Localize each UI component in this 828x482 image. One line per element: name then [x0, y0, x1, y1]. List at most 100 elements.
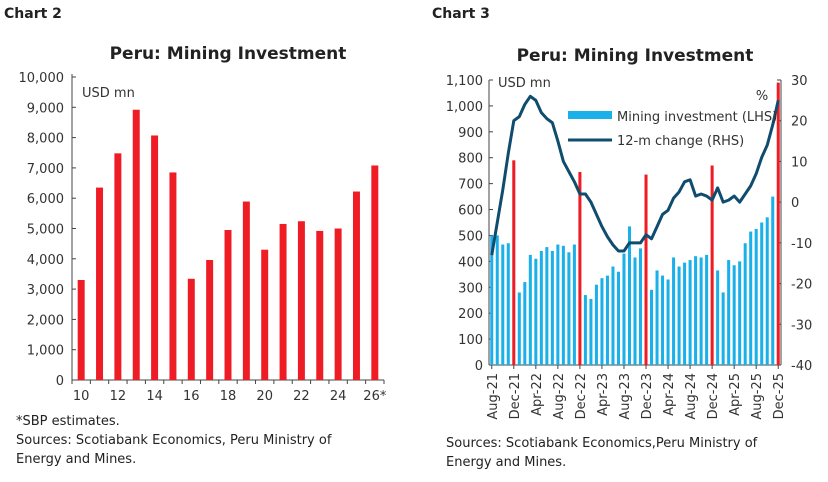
right-unit-label: % — [756, 89, 768, 104]
y2-tick-label: -30 — [791, 318, 812, 333]
bar — [517, 292, 521, 365]
bar — [760, 222, 764, 365]
bar — [556, 244, 560, 365]
bar — [561, 245, 565, 365]
y-tick-label: 400 — [458, 255, 483, 270]
y-tick-label: 800 — [458, 152, 483, 167]
y-tick-label: 300 — [458, 281, 483, 296]
chart2-note: *SBP estimates. Sources: Scotiabank Econ… — [16, 412, 331, 469]
note-line: Energy and Mines. — [16, 452, 137, 467]
y-tick-label: 100 — [458, 333, 483, 348]
bar — [694, 256, 698, 365]
unit-label: USD mn — [498, 76, 551, 91]
bar — [545, 247, 549, 365]
y-tick-label: 0 — [475, 359, 483, 374]
x-tick-label: 26* — [363, 389, 387, 404]
bar — [589, 298, 593, 365]
y-tick-label: 6,000 — [27, 192, 64, 207]
bar — [352, 191, 360, 380]
bar — [224, 230, 232, 380]
chart3-note: Sources: Scotiabank Economics,Peru Minis… — [446, 434, 757, 472]
y-tick-label: 1,000 — [27, 344, 64, 359]
bar-december — [644, 174, 648, 365]
bar — [677, 266, 681, 365]
legend-swatch-bars — [568, 111, 612, 119]
bar — [600, 278, 604, 365]
bar — [169, 172, 177, 380]
x-tick-label: Aug-22 — [552, 373, 567, 420]
x-tick-label: 12 — [110, 389, 127, 404]
x-tick-label: Dec-24 — [706, 373, 721, 419]
bar — [683, 262, 687, 365]
bar — [743, 243, 747, 365]
chart2-label: Chart 2 — [4, 6, 62, 22]
bar — [732, 265, 736, 365]
y2-tick-label: -10 — [791, 237, 812, 252]
y2-tick-label: 10 — [791, 155, 808, 170]
bar — [661, 275, 665, 365]
bar — [650, 289, 654, 365]
bar — [688, 260, 692, 365]
bar — [316, 230, 324, 380]
bar — [605, 275, 609, 365]
bar — [754, 228, 758, 365]
bar — [716, 270, 720, 365]
bar — [261, 249, 269, 380]
bar — [534, 258, 538, 365]
bar — [638, 248, 643, 365]
x-tick-label: 16 — [183, 389, 200, 404]
y2-tick-label: -40 — [791, 359, 812, 374]
bar — [495, 235, 499, 365]
y-tick-label: 4,000 — [27, 253, 64, 268]
bar — [539, 251, 543, 365]
y-tick-label: 9,000 — [27, 101, 64, 116]
unit-label: USD mn — [82, 86, 135, 101]
x-tick-label: 14 — [146, 389, 163, 404]
bar — [666, 279, 670, 365]
bar — [727, 260, 731, 365]
y2-tick-label: -20 — [791, 278, 812, 293]
bar — [242, 201, 250, 380]
bar — [206, 260, 214, 380]
y2-tick-label: 0 — [791, 196, 799, 211]
x-tick-label: Dec-21 — [508, 373, 523, 419]
bar — [705, 254, 709, 365]
bar — [279, 223, 287, 380]
bar — [114, 153, 122, 380]
bar — [506, 243, 510, 365]
chart3-label: Chart 3 — [432, 6, 490, 22]
bar — [771, 196, 775, 365]
x-tick-label: Apr-23 — [596, 373, 611, 416]
bar — [490, 235, 494, 365]
y2-tick-label: 20 — [791, 115, 808, 130]
bar — [187, 278, 195, 380]
bar — [371, 165, 379, 380]
y-tick-label: 500 — [458, 229, 483, 244]
bar — [611, 266, 615, 365]
bar — [151, 135, 159, 380]
x-tick-label: 10 — [73, 389, 90, 404]
bar — [655, 270, 659, 365]
bar — [594, 284, 598, 365]
y-tick-label: 0 — [56, 374, 64, 389]
bar — [738, 261, 742, 365]
chart2-title: Peru: Mining Investment — [109, 44, 347, 64]
note-line: Energy and Mines. — [446, 455, 567, 470]
y-tick-label: 900 — [458, 126, 483, 141]
x-tick-label: Dec-25 — [772, 373, 787, 419]
bar — [622, 253, 626, 365]
x-tick-label: Aug-24 — [684, 373, 699, 420]
y-tick-label: 2,000 — [27, 313, 64, 328]
bar — [672, 257, 676, 365]
bar — [77, 280, 85, 380]
bar — [583, 295, 587, 365]
legend-label-bars: Mining investment (LHS) — [617, 110, 777, 125]
x-tick-label: 18 — [220, 389, 237, 404]
bar — [501, 244, 505, 365]
bar-december — [776, 82, 780, 365]
x-tick-label: 22 — [293, 389, 310, 404]
x-tick-label: Apr-22 — [530, 373, 545, 416]
bar — [633, 257, 637, 365]
legend-label-line: 12-m change (RHS) — [617, 134, 744, 149]
